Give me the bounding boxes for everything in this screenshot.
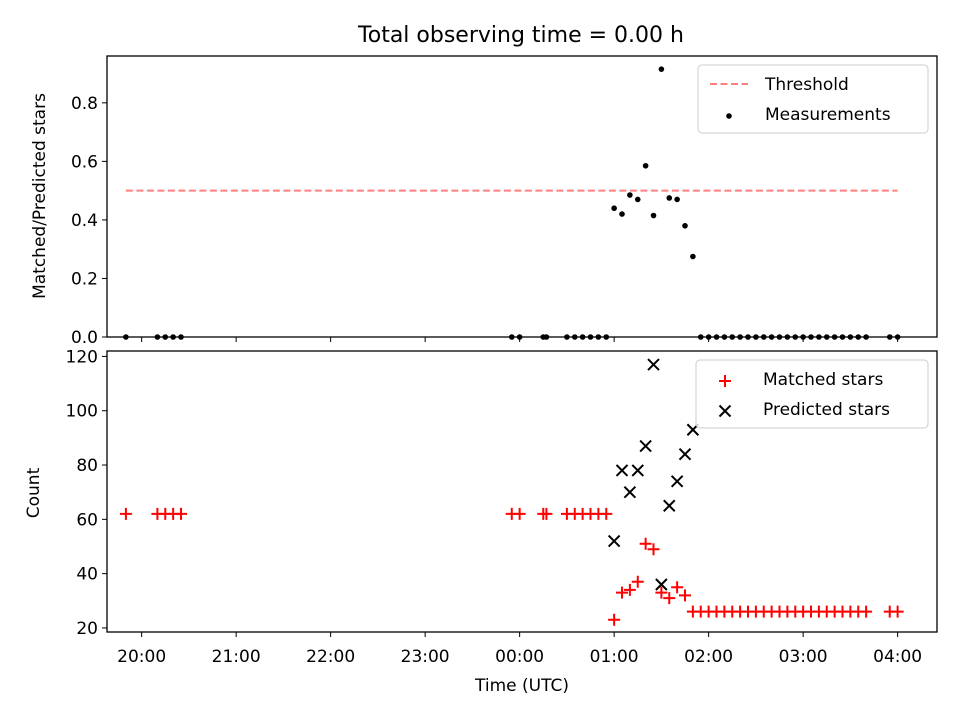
top-axes-frame (106, 55, 938, 338)
top-ytick-label: 0.0 (71, 328, 98, 348)
measurement-point (634, 196, 641, 203)
top-ytick-label: 0.4 (71, 211, 98, 231)
matched-star-marker (513, 507, 526, 520)
matched-star-marker (175, 507, 188, 520)
bottom-ticks: 20 40 60 80 100 120 20:00 21:00 22:00 23:00 00:00 0… (66, 347, 923, 667)
bottom-ytick-label: 40 (76, 565, 98, 585)
measurement-point (627, 192, 633, 198)
legend-label: Matched stars (763, 370, 883, 390)
predicted-star-marker (615, 464, 629, 477)
xtick-label: 04:00 (873, 647, 922, 667)
bottom-legend-box (695, 359, 929, 429)
matched-star-marker (860, 605, 873, 618)
matched-star-marker (119, 507, 132, 520)
legend-matched-swatch (719, 375, 731, 387)
xtick-label: 23:00 (401, 647, 450, 667)
legend-label: Threshold (764, 75, 849, 95)
predicted-star-marker (670, 475, 684, 488)
predicted-star-marker (639, 439, 652, 453)
xtick-label: 01:00 (590, 647, 639, 667)
legend-label: Measurements (765, 105, 891, 125)
bottom-xlabel: Time (UTC) (474, 676, 569, 696)
top-ytick-label: 0.8 (71, 94, 98, 114)
matched-star-marker (891, 605, 904, 618)
measurement-point (611, 205, 617, 212)
matched-star-marker (540, 507, 553, 520)
measurement-point (650, 212, 657, 219)
measurement-point (674, 196, 680, 203)
matched-star-marker (663, 592, 676, 605)
xtick-label: 03:00 (779, 647, 828, 667)
bottom-marks (119, 358, 904, 626)
matched-star-marker (616, 586, 629, 599)
legend-measurement-swatch (726, 113, 732, 119)
measurement-point (682, 222, 688, 229)
measurement-point (642, 162, 649, 169)
matched-star-marker (655, 586, 668, 599)
matched-star-marker (608, 613, 621, 626)
measurement-point (666, 195, 673, 201)
predicted-star-marker (631, 464, 644, 477)
bottom-ytick-label: 100 (66, 402, 98, 422)
xtick-label: 20:00 (117, 647, 166, 667)
bottom-ytick-label: 120 (66, 347, 98, 367)
measurement-point (690, 253, 696, 260)
matched-star-marker (679, 589, 692, 602)
legend-predicted-swatch (718, 404, 732, 418)
top-ylabel: Matched/Predicted stars (30, 93, 50, 299)
predicted-star-marker (655, 578, 668, 591)
matched-star-marker (671, 581, 684, 594)
figure-title: Total observing time = 0.00 h (357, 23, 684, 48)
xtick-label: 02:00 (684, 647, 733, 667)
predicted-star-marker (678, 447, 692, 461)
xtick-label: 21:00 (212, 647, 261, 667)
top-panel: Matched/Predicted stars 0.00.20.40.60.8 … (30, 55, 938, 348)
predicted-star-marker (623, 485, 637, 499)
matched-star-marker (600, 507, 613, 520)
matched-star-marker (647, 543, 660, 556)
matched-star-marker (639, 537, 652, 550)
top-ytick-label: 0.2 (71, 269, 98, 289)
top-ytick-label: 0.6 (71, 152, 98, 172)
bottom-ytick-label: 20 (76, 619, 98, 639)
measurement-point (658, 66, 665, 72)
xtick-label: 22:00 (306, 647, 355, 667)
xtick-label: 00:00 (495, 647, 544, 667)
top-legend-box (697, 64, 929, 134)
matched-star-marker (623, 583, 636, 596)
predicted-star-marker (663, 499, 676, 512)
legend-label: Predicted stars (763, 400, 890, 420)
matched-star-marker (631, 575, 644, 588)
bottom-legend: Matched stars Predicted stars (695, 359, 929, 429)
bottom-ytick-label: 80 (76, 456, 98, 476)
bottom-ytick-label: 60 (76, 510, 98, 530)
bottom-ylabel: Count (24, 467, 44, 518)
measurement-point (619, 211, 625, 217)
predicted-star-marker (607, 534, 621, 548)
top-legend: Threshold Measurements (697, 64, 929, 134)
predicted-star-marker (647, 358, 660, 371)
bottom-panel: Count Time (UTC) 20 40 60 80 100 120 20:00 21:0… (24, 347, 938, 696)
bottom-axes-frame (106, 350, 938, 633)
top-ticks: 0.0 0.2 0.4 0.6 0.8 (71, 94, 899, 348)
